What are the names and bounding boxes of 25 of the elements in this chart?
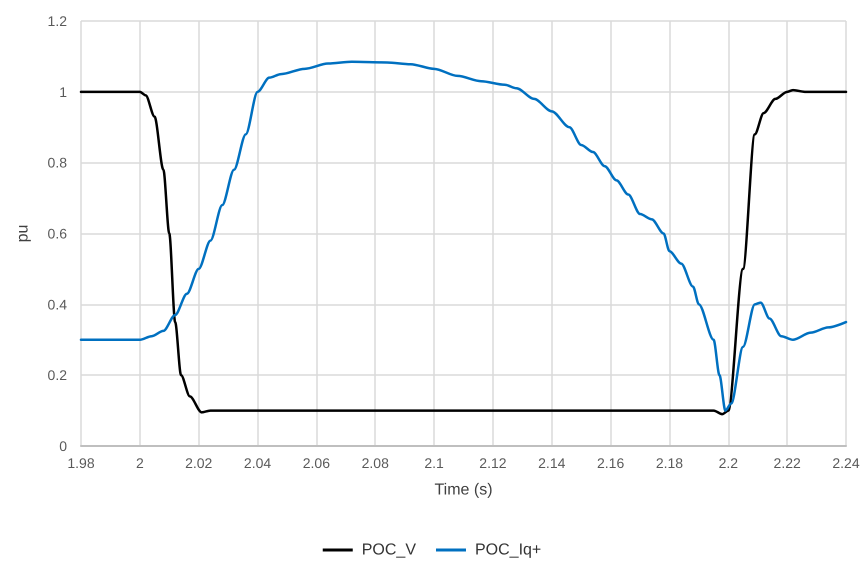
y-tick-label: 1.2 [48, 13, 68, 29]
x-tick-label: 2.02 [185, 455, 213, 471]
x-tick-label: 2.14 [538, 455, 566, 471]
y-tick-label: 0.8 [48, 154, 68, 171]
x-tick-label: 1.98 [67, 455, 95, 471]
x-tick-label: 2.04 [244, 455, 272, 471]
legend-label: POC_V [362, 542, 416, 558]
x-tick-label: 2.06 [302, 455, 330, 471]
y-tick-label: 0.6 [48, 226, 68, 242]
x-tick-label: 2.2 [718, 455, 738, 471]
y-tick-label: 0.2 [48, 367, 68, 384]
x-tick-label: 2.22 [774, 455, 801, 471]
x-tick-label: 2.12 [479, 455, 507, 471]
x-tick-label: 2.08 [362, 455, 390, 471]
x-tick-label: 2.16 [596, 455, 624, 471]
y-tick-label: 0 [59, 438, 68, 454]
x-tick-label: 2.24 [832, 455, 860, 471]
x-tick-label: 2.1 [424, 455, 444, 471]
y-tick-label: 0.4 [48, 296, 68, 312]
x-tick-label: 2 [136, 455, 144, 471]
y-tick-label: 1 [59, 84, 68, 100]
x-axis-title: Time (s) [434, 482, 493, 498]
legend-label: POC_Iq+ [474, 542, 542, 558]
x-tick-label: 2.18 [656, 455, 684, 471]
y-axis-title: pu [14, 224, 32, 242]
